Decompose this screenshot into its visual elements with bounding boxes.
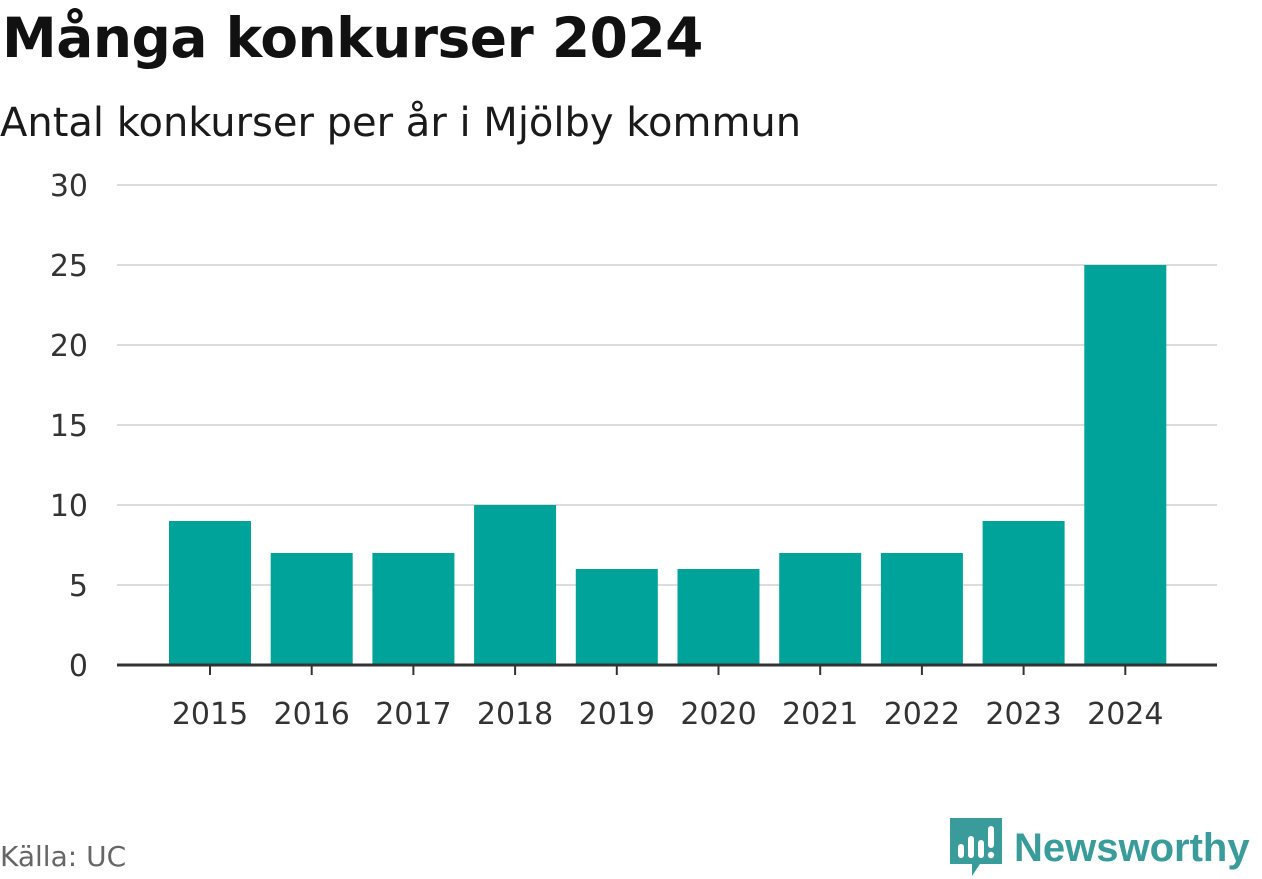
- x-tick-label: 2020: [680, 697, 756, 732]
- tick-labels: 0 5 10 15 20 25 30 2015 2016 2017 2018 2019 2020 2021…: [50, 169, 1164, 732]
- x-tick-label: 2016: [274, 697, 350, 732]
- axes: [117, 663, 1217, 675]
- x-tick-label: 2022: [884, 697, 960, 732]
- bar: [169, 521, 251, 665]
- x-tick-label: 2024: [1087, 697, 1163, 732]
- bar: [677, 569, 760, 665]
- y-tick-label: 20: [50, 329, 88, 364]
- bar: [372, 553, 455, 665]
- bars: [169, 265, 1167, 665]
- y-tick-label: 30: [50, 169, 88, 204]
- bar: [880, 553, 963, 665]
- x-tick-label: 2019: [579, 697, 655, 732]
- newsworthy-logo-icon: [950, 818, 1002, 876]
- x-tick-label: 2021: [782, 697, 858, 732]
- brand-logo: Newsworthy: [950, 818, 1250, 878]
- bar: [270, 553, 353, 665]
- y-tick-label: 10: [50, 489, 88, 524]
- y-tick-label: 5: [69, 569, 88, 604]
- bar: [982, 521, 1065, 665]
- bar: [779, 553, 862, 665]
- source-note: Källa: UC: [0, 840, 127, 873]
- chart-title: Många konkurser 2024: [2, 6, 703, 70]
- bar: [474, 505, 557, 665]
- y-tick-label: 25: [50, 249, 88, 284]
- brand-name: Newsworthy: [1014, 825, 1250, 870]
- bar: [1084, 265, 1167, 665]
- x-tick-label: 2023: [985, 697, 1061, 732]
- y-tick-label: 15: [50, 409, 88, 444]
- bar: [575, 569, 658, 665]
- x-tick-label: 2018: [477, 697, 553, 732]
- chart-subtitle: Antal konkurser per år i Mjölby kommun: [0, 100, 802, 146]
- x-tick-label: 2017: [375, 697, 451, 732]
- y-tick-label: 0: [69, 649, 88, 684]
- x-tick-label: 2015: [172, 697, 248, 732]
